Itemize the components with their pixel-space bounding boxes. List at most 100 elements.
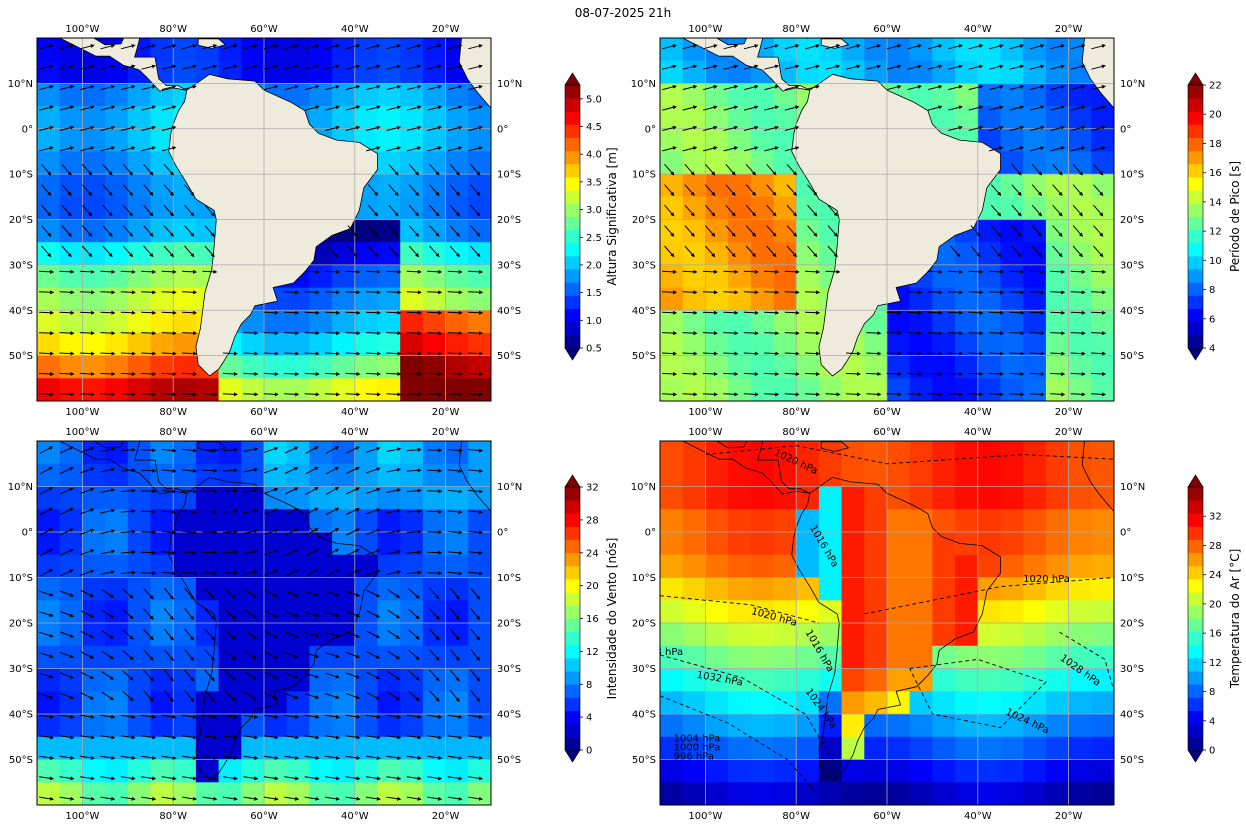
vector-arrow: [1029, 331, 1045, 336]
heat-cell: [750, 623, 775, 647]
heat-cell: [796, 532, 820, 556]
vector-arrow: [406, 125, 422, 131]
heat-cell: [59, 463, 83, 488]
vector-arrow: [367, 225, 379, 237]
heat-cell: [1091, 174, 1114, 198]
heat-cell: [818, 463, 843, 488]
vector-arrow: [784, 146, 800, 152]
heat-cell: [1023, 486, 1047, 510]
vector-arrow: [347, 245, 358, 258]
heat-cell: [195, 378, 220, 401]
vector-arrow: [284, 44, 299, 50]
heat-cell: [1000, 714, 1024, 738]
lat-tick-left: 20°S: [9, 619, 33, 630]
vector-arrow: [703, 64, 718, 70]
vector-arrow: [59, 371, 75, 376]
vector-arrow: [161, 310, 177, 315]
vector-arrow: [263, 331, 279, 336]
vector-arrow: [59, 392, 75, 397]
heat-cell: [1045, 174, 1070, 198]
heat-cell: [1068, 782, 1092, 805]
vector-arrow: [204, 204, 215, 217]
heat-cell: [773, 486, 797, 510]
vector-arrow: [161, 735, 177, 740]
heat-cell: [773, 532, 797, 556]
heat-cell: [750, 668, 775, 692]
heat-cell: [309, 83, 333, 107]
vector-arrow: [120, 796, 136, 801]
vector-arrow: [805, 84, 820, 91]
heat-cell: [796, 623, 820, 647]
vector-arrow: [243, 64, 259, 70]
vector-arrow: [1070, 371, 1086, 376]
figure-title: 08-07-2025 21h: [574, 6, 672, 20]
heat-cell: [400, 736, 424, 761]
heat-cell: [218, 600, 242, 624]
vector-arrow: [725, 163, 736, 176]
vector-arrow: [468, 290, 484, 295]
isobar-label: 1020 hPa: [1023, 574, 1070, 585]
vector-arrow: [39, 310, 55, 315]
vector-arrow: [968, 351, 984, 356]
heat-cell: [59, 714, 83, 738]
heat-cell: [332, 691, 356, 715]
heat-cell: [796, 759, 820, 783]
heat-cell: [1000, 782, 1024, 805]
vector-arrow: [79, 371, 95, 376]
vector-arrow: [244, 650, 257, 660]
lon-tick-top: 20°W: [432, 427, 460, 438]
heat-cell: [705, 600, 729, 624]
vector-arrow: [468, 509, 484, 514]
heat-cell: [660, 577, 684, 601]
vector-arrow: [470, 628, 481, 641]
colorbar-tick-label: 3.0: [586, 205, 602, 216]
heat-cell: [173, 196, 197, 221]
heat-cell: [422, 668, 447, 692]
heat-cell: [218, 736, 242, 761]
heat-cell: [377, 691, 401, 715]
heat-cell: [150, 782, 174, 805]
coastline: [168, 73, 378, 377]
heat-cell: [1023, 106, 1047, 130]
vector-arrow: [1070, 44, 1086, 50]
heat-cell: [422, 60, 447, 84]
heat-cell: [909, 463, 933, 488]
lon-tick-bottom: 60°W: [250, 407, 278, 418]
heat-cell: [1023, 151, 1047, 175]
heat-cell: [955, 38, 979, 62]
heat-cell: [682, 174, 706, 198]
vector-arrow: [1050, 331, 1066, 336]
vector-arrow: [81, 245, 93, 258]
heat-cell: [728, 196, 752, 221]
heat-cell: [400, 463, 424, 488]
heat-cell: [218, 463, 242, 488]
vector-arrow: [100, 269, 116, 274]
heat-cell: [728, 645, 752, 670]
heat-cell: [705, 577, 729, 601]
vector-arrow: [1029, 290, 1045, 295]
vector-arrow: [223, 44, 238, 50]
vector-arrow: [745, 184, 757, 197]
vector-arrow: [990, 184, 1002, 197]
heat-cell: [773, 332, 797, 357]
heat-cell: [82, 355, 106, 379]
heat-cell: [127, 577, 152, 601]
vector-arrow: [468, 796, 483, 801]
heat-cell: [377, 332, 401, 357]
vector-arrow: [406, 84, 422, 91]
vector-arrow: [470, 587, 481, 600]
heat-cell: [977, 714, 1002, 738]
vector-arrow: [39, 84, 54, 91]
colorbar-band: [1188, 579, 1203, 593]
heat-cell: [841, 714, 865, 738]
heat-cell: [1091, 332, 1114, 357]
colorbar-band: [565, 203, 580, 217]
heat-cell: [173, 782, 197, 805]
heat-cell: [955, 736, 979, 761]
heat-cell: [682, 151, 706, 175]
vector-arrow: [468, 146, 483, 152]
heat-cell: [1023, 355, 1047, 379]
vector-arrow: [284, 590, 299, 597]
heat-cell: [241, 554, 265, 579]
vector-arrow: [345, 528, 360, 536]
